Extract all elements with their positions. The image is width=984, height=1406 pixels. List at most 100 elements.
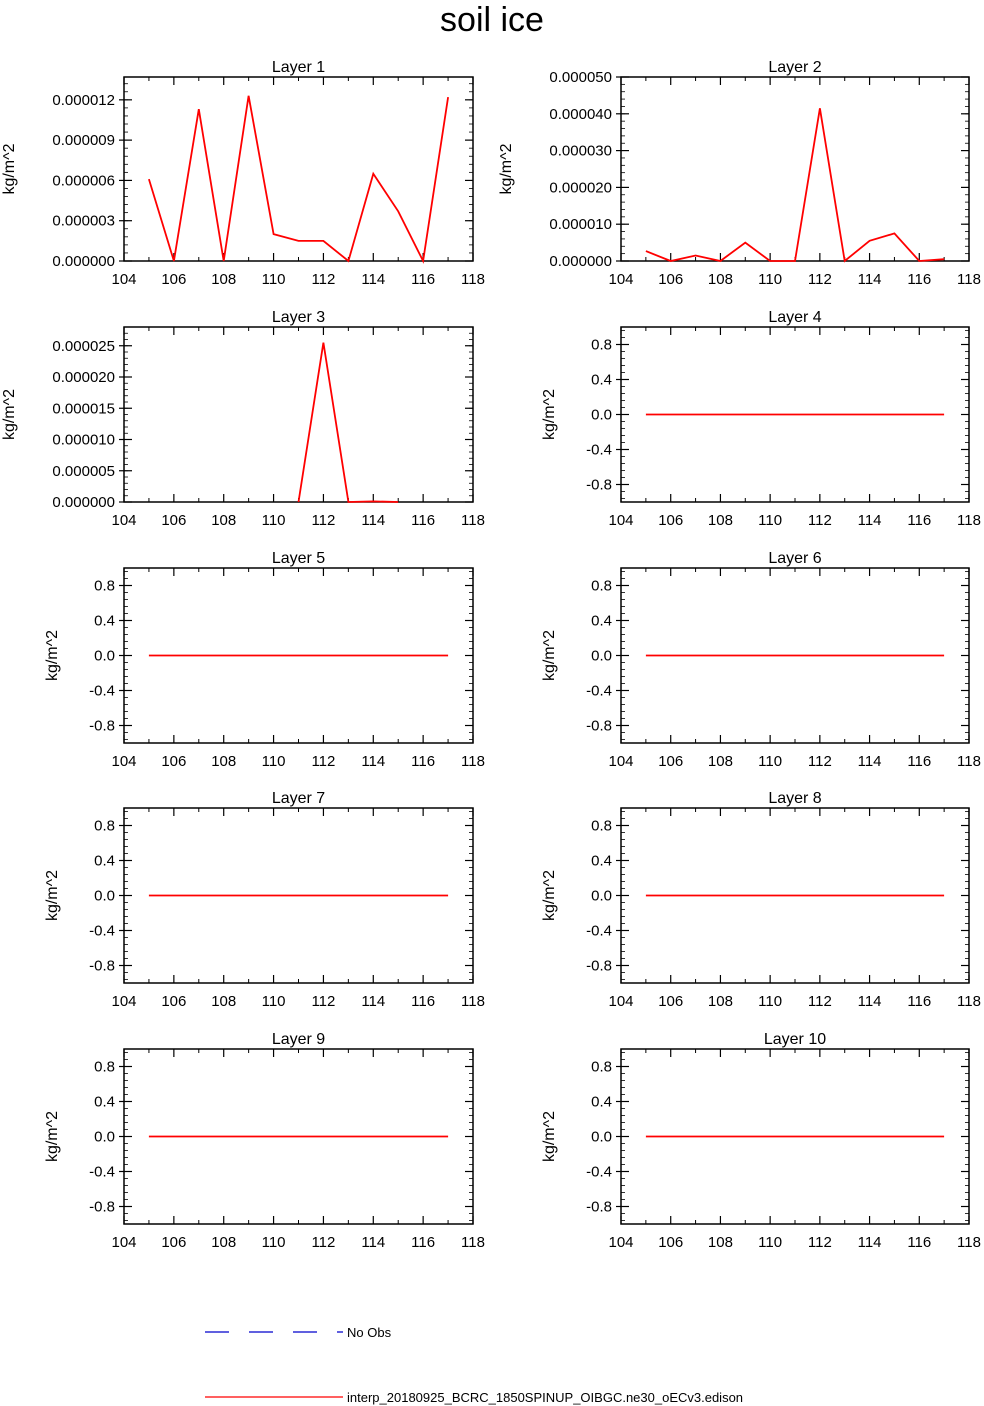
y-tick-label: 0.8 <box>591 337 612 354</box>
x-tick-label: 104 <box>111 1234 136 1251</box>
y-tick-label: -0.8 <box>89 1199 115 1216</box>
x-tick-label: 118 <box>461 512 485 529</box>
y-tick-label: 0.0 <box>94 888 115 905</box>
y-tick-label: 0.000012 <box>52 92 115 109</box>
x-tick-label: 108 <box>708 1234 733 1251</box>
x-tick-label: 114 <box>361 753 385 770</box>
y-tick-label: -0.8 <box>586 1199 612 1216</box>
chart-panel-2: Layer 2 104 106 108 110 112 114 116 118 0.000000 0… <box>498 59 981 288</box>
x-tick-label: 108 <box>708 753 733 770</box>
x-tick-label: 114 <box>858 1234 882 1251</box>
x-tick-label: 106 <box>658 753 683 770</box>
y-tick-label: -0.4 <box>586 923 612 940</box>
x-tick-label: 118 <box>957 993 981 1010</box>
x-tick-label: 110 <box>758 1234 782 1251</box>
y-tick-label: 0.8 <box>94 1059 115 1076</box>
x-tick-label: 112 <box>808 993 832 1010</box>
plot-frame <box>620 76 970 262</box>
y-tick-label: 0.0 <box>94 1129 115 1146</box>
y-tick-label: 0.0 <box>94 648 115 665</box>
y-tick-label: 0.4 <box>94 853 115 870</box>
x-tick-label: 114 <box>858 512 882 529</box>
y-tick-label: 0.4 <box>591 613 612 630</box>
chart-panel-7: Layer 7 104 106 108 110 112 114 116 118 -0.8 -0.4 0… <box>44 790 485 1010</box>
chart-panel-3: Layer 3 104 106 108 110 112 114 116 118 0.000000 0… <box>1 309 485 529</box>
series-line <box>148 95 449 264</box>
y-tick-label: 0.000009 <box>52 132 115 149</box>
y-tick-label: 0.0 <box>591 407 612 424</box>
x-tick-label: 106 <box>161 993 186 1010</box>
y-axis-label: kg/m^2 <box>44 1111 61 1162</box>
plot-frame <box>123 76 474 262</box>
y-tick-label: -0.4 <box>89 923 115 940</box>
x-tick-label: 114 <box>361 993 385 1010</box>
x-tick-label: 112 <box>311 271 335 288</box>
y-tick-label: 0.000050 <box>549 69 612 86</box>
y-tick-label: 0.000005 <box>52 463 115 480</box>
y-tick-label: 0.000040 <box>549 106 612 123</box>
x-tick-label: 110 <box>262 1234 286 1251</box>
x-tick-label: 114 <box>361 512 385 529</box>
chart-panel-10: Layer 10 104 106 108 110 112 114 116 118 -0.8 -0.4… <box>541 1031 981 1251</box>
y-tick-label: 0.8 <box>591 578 612 595</box>
x-tick-label: 116 <box>411 512 435 529</box>
chart-panel-6: Layer 6 104 106 108 110 112 114 116 118 -0.8 -0.4 0… <box>541 550 981 770</box>
page-title: soil ice <box>440 1 544 39</box>
y-axis-label: kg/m^2 <box>541 870 558 921</box>
x-tick-label: 118 <box>461 993 485 1010</box>
x-tick-label: 118 <box>461 271 485 288</box>
x-tick-label: 118 <box>957 1234 981 1251</box>
chart-panel-9: Layer 9 104 106 108 110 112 114 116 118 -0.8 -0.4 0… <box>44 1031 485 1251</box>
x-tick-label: 106 <box>658 512 683 529</box>
x-tick-label: 110 <box>758 512 782 529</box>
y-tick-label: 0.000006 <box>52 172 115 189</box>
y-tick-label: 0.000003 <box>52 213 115 230</box>
x-tick-label: 104 <box>608 1234 633 1251</box>
x-tick-label: 110 <box>758 271 782 288</box>
y-tick-label: -0.4 <box>586 683 612 700</box>
x-tick-label: 114 <box>361 1234 385 1251</box>
y-tick-label: 0.000000 <box>52 494 115 511</box>
x-tick-label: 112 <box>311 512 335 529</box>
x-tick-label: 108 <box>708 271 733 288</box>
x-tick-label: 104 <box>111 753 136 770</box>
y-tick-label: 0.000020 <box>52 369 115 386</box>
x-tick-label: 116 <box>907 993 931 1010</box>
x-tick-label: 108 <box>211 512 236 529</box>
y-tick-label: -0.4 <box>586 1164 612 1181</box>
y-tick-label: 0.4 <box>94 1094 115 1111</box>
x-tick-label: 106 <box>658 271 683 288</box>
y-axis-label: kg/m^2 <box>1 143 18 194</box>
x-tick-label: 106 <box>161 1234 186 1251</box>
y-tick-label: 0.4 <box>591 853 612 870</box>
x-tick-label: 116 <box>411 271 435 288</box>
x-tick-label: 104 <box>608 993 633 1010</box>
x-tick-label: 108 <box>708 512 733 529</box>
x-tick-label: 108 <box>211 271 236 288</box>
x-tick-label: 116 <box>411 993 435 1010</box>
y-tick-label: 0.4 <box>94 613 115 630</box>
x-tick-label: 116 <box>907 271 931 288</box>
x-tick-label: 112 <box>311 1234 335 1251</box>
y-axis-label: kg/m^2 <box>541 389 558 440</box>
x-tick-label: 110 <box>758 753 782 770</box>
panel-title: Layer 3 <box>272 309 325 326</box>
y-tick-label: 0.000000 <box>549 253 612 270</box>
y-tick-label: 0.8 <box>591 1059 612 1076</box>
x-tick-label: 116 <box>907 753 931 770</box>
series-line <box>297 342 399 503</box>
x-tick-label: 110 <box>262 512 286 529</box>
y-tick-label: -0.8 <box>89 958 115 975</box>
y-axis-label: kg/m^2 <box>541 630 558 681</box>
panel-title: Layer 4 <box>768 309 821 326</box>
y-tick-label: -0.8 <box>586 958 612 975</box>
x-tick-label: 114 <box>361 271 385 288</box>
legend: No Obs interp_20180925_BCRC_1850SPINUP_OI… <box>205 1325 743 1405</box>
x-tick-label: 112 <box>808 271 832 288</box>
y-tick-label: -0.4 <box>89 1164 115 1181</box>
y-tick-label: 0.4 <box>591 1094 612 1111</box>
y-tick-label: 0.000020 <box>549 179 612 196</box>
panel-title: Layer 7 <box>272 790 325 807</box>
panel-title: Layer 6 <box>768 550 821 567</box>
